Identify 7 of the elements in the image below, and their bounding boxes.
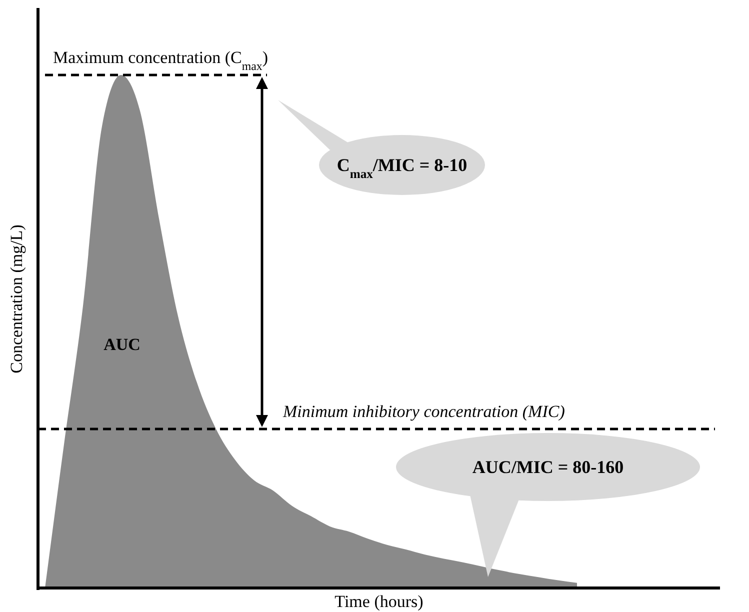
legend-label: Minimum inhibitory concentration (MIC) xyxy=(282,402,566,421)
annotation: C$_{max}$/MIC = 8-10 xyxy=(336,155,468,181)
annotation: AUC/MIC = 80-160 xyxy=(472,457,624,477)
ref-line-label: Maximum concentration (C$_{max}$) xyxy=(53,48,268,73)
annotation: AUC xyxy=(104,335,140,354)
y-axis-title: Concentration (mg/L) xyxy=(7,224,26,374)
x-axis-title: Time (hours) xyxy=(334,592,424,611)
